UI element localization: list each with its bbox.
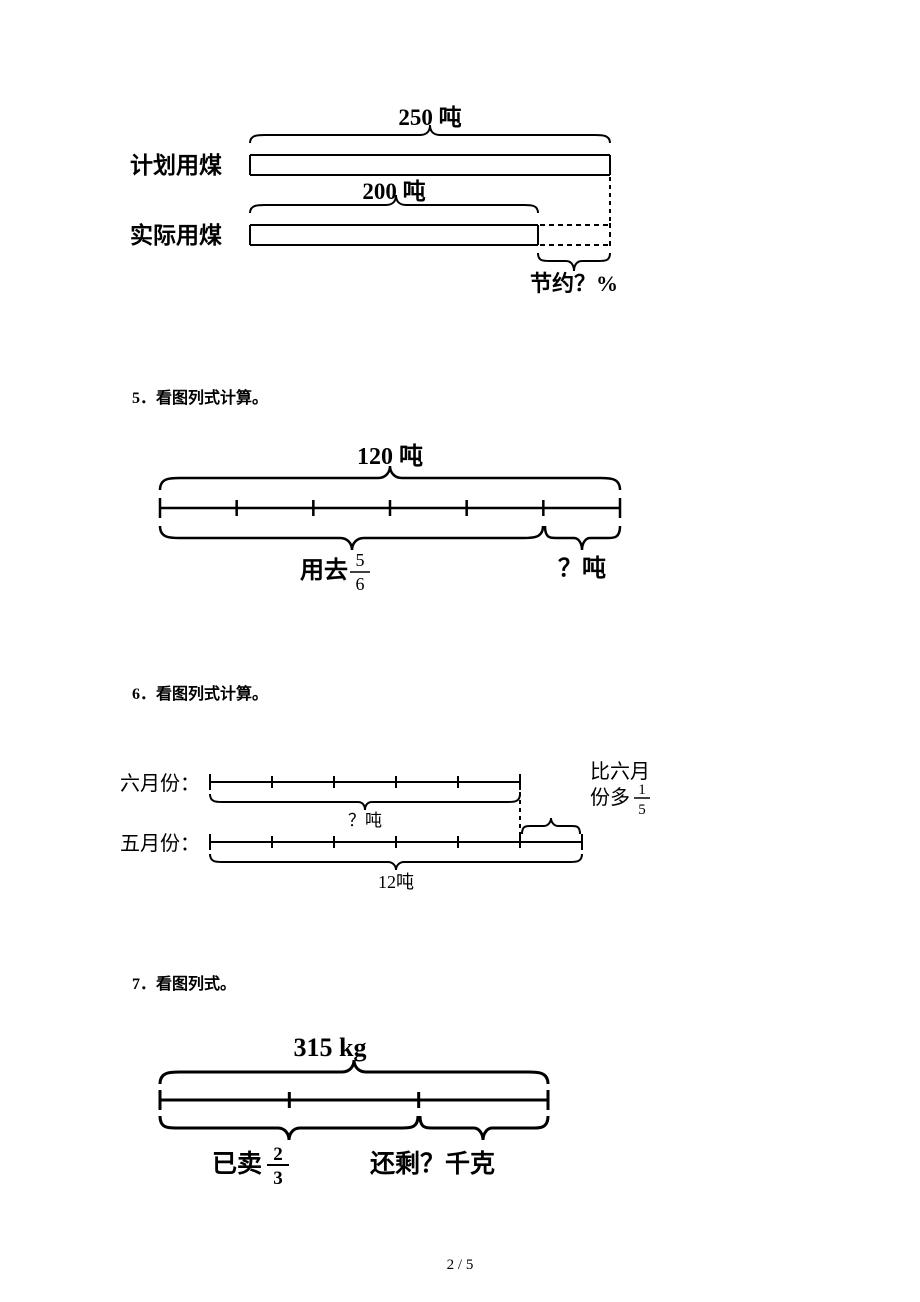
q7-frac-den: 3 [273,1168,283,1189]
q5-prompt: 5．看图列式计算。 [132,384,268,408]
q5-used-prefix: 用去 [300,557,348,584]
q5-remain-label: ？吨 [558,555,606,582]
q6-row1-left: 六月份： [120,772,200,795]
q4-diagram: 计划用煤 250 吨 实际用煤 200 吨 节约？% [130,95,690,305]
q5-used-brace [160,526,543,550]
q7-diagram: 315 kg 已卖 2 3 还剩？千克 [140,1030,600,1190]
q6-right-fraction: 1 5 [634,782,650,818]
q4-row1-label: 计划用煤 [130,153,222,178]
q7-sold-prefix: 已卖 [212,1150,262,1178]
q6-prompt: 6．看图列式计算。 [132,680,268,704]
q5-diagram: 120 吨 用去 5 6 ？吨 [130,438,690,608]
q7-frac-num: 2 [273,1144,283,1165]
q6-june-brace [210,794,520,810]
q7-remain-label: 还剩？千克 [370,1150,495,1178]
q5-top-brace [160,466,620,490]
q4-diff-label: 节约？% [530,271,618,296]
q4-bar1 [250,155,610,175]
q6-row2-left: 五月份： [120,832,200,855]
q4-top-brace [250,125,610,143]
q6-row2-under: 12吨 [378,872,414,892]
q5-remain-brace [545,526,620,550]
q7-sold-fraction: 2 3 [267,1144,289,1189]
q4-bar2 [250,225,538,245]
q7-top-brace [160,1060,548,1084]
q5-frac-den: 6 [356,574,365,594]
q5-frac-num: 5 [356,550,365,570]
q7-total-label: 315 kg [294,1033,367,1062]
q6-extra-brace [522,818,580,834]
page-number: 2 / 5 [0,1257,920,1274]
q4-row2-label: 实际用煤 [130,222,222,248]
q7-sold-brace [160,1116,418,1140]
page: 计划用煤 250 吨 实际用煤 200 吨 节约？% 5．看图列式计算。 120… [0,0,920,1302]
q6-right-line1: 比六月 [590,760,650,783]
q5-total-label: 120 吨 [357,443,423,470]
q4-save-brace [538,253,610,271]
q6-frac-num: 1 [638,782,646,798]
q6-may-brace [210,854,582,870]
q6-row1-under: ？吨 [348,811,382,830]
q6-diagram: 六月份： 五月份： 比六月 份多 1 5 ？吨 [120,740,720,920]
q5-used-fraction: 5 6 [350,550,370,594]
q6-right-line2-prefix: 份多 [590,786,630,809]
q6-frac-den: 5 [638,802,646,818]
q7-prompt: 7．看图列式。 [132,970,236,994]
q7-remain-brace [420,1116,548,1140]
